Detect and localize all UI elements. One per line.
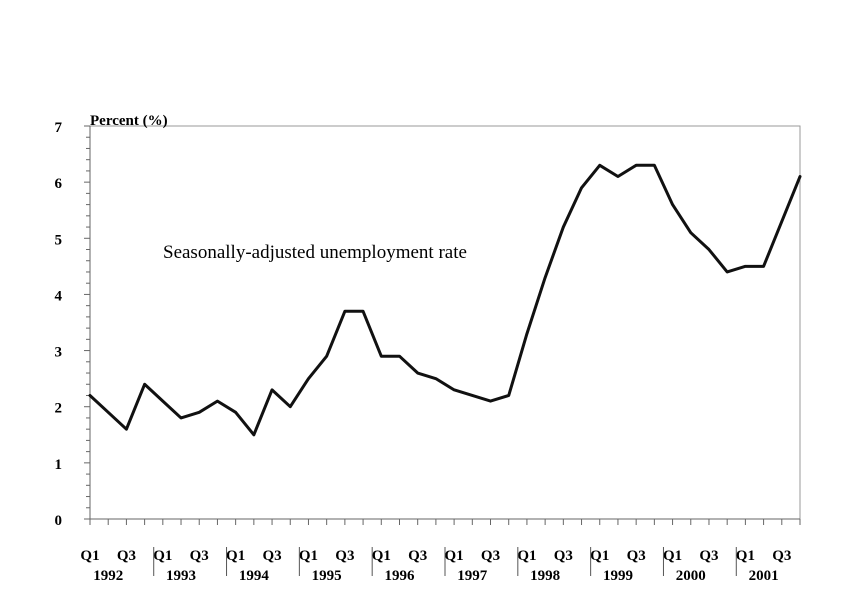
x-quarter-label: Q3 (772, 548, 791, 564)
y-tick-label: 5 (55, 232, 63, 248)
data-point (689, 231, 692, 234)
x-quarter-label: Q3 (699, 548, 718, 564)
data-point (434, 377, 438, 380)
y-tick-label: 4 (55, 288, 63, 304)
data-point (562, 225, 565, 229)
x-quarter-label: Q3 (554, 548, 573, 564)
x-quarter-label: Q1 (517, 548, 536, 564)
data-point (762, 265, 765, 268)
x-quarter-label: Q1 (372, 548, 391, 564)
data-point (216, 399, 219, 403)
x-year-label: 1996 (384, 568, 415, 584)
plot-border (89, 125, 801, 520)
data-point (361, 310, 365, 313)
x-quarter-label: Q1 (445, 548, 464, 564)
x-quarter-label: Q3 (190, 548, 209, 564)
x-quarter-label: Q3 (335, 548, 354, 564)
chart-annotation: Seasonally-adjusted unemployment rate (163, 242, 467, 263)
data-point (107, 411, 110, 414)
x-tick-labels: Q1 Q3 1992 Q1 Q3 1993 Q1 Q3 1994 Q1 Q3 1995 Q1 Q3 1996… (80, 547, 791, 584)
y-tick-label: 0 (55, 513, 63, 529)
series-layer (88, 163, 802, 437)
data-point (289, 405, 292, 408)
x-quarter-label: Q3 (117, 548, 136, 564)
x-year-label: 2000 (676, 568, 706, 584)
x-quarter-label: Q1 (226, 548, 245, 564)
y-tick-label: 6 (55, 176, 63, 192)
unemployment-rate-line (88, 163, 802, 437)
y-tick-label: 7 (55, 120, 63, 136)
data-point (416, 371, 419, 375)
data-point (634, 164, 638, 167)
data-point (525, 332, 529, 335)
x-quarter-label: Q1 (736, 548, 755, 564)
data-point (143, 383, 146, 386)
data-point (179, 416, 183, 420)
data-point (398, 354, 401, 358)
data-point (580, 186, 583, 189)
x-quarter-label: Q1 (590, 548, 609, 564)
data-point (616, 175, 620, 178)
x-year-label: 1994 (239, 568, 270, 584)
data-point (380, 354, 383, 358)
data-point (725, 270, 729, 274)
x-quarter-label: Q1 (663, 548, 682, 564)
data-point (161, 399, 165, 403)
data-point (88, 394, 92, 397)
data-point (471, 394, 474, 397)
plot-frame (89, 125, 801, 520)
data-point (744, 265, 747, 268)
data-point (343, 310, 347, 313)
y-tick-labels: 0 1 2 3 4 5 6 7 (55, 120, 63, 529)
data-point (489, 399, 492, 403)
data-point (452, 388, 456, 392)
x-quarter-label: Q3 (627, 548, 646, 564)
y-tick-label: 3 (55, 345, 63, 361)
axis-ticks (84, 125, 801, 525)
x-year-label: 1995 (312, 568, 342, 584)
data-point (798, 175, 802, 178)
x-year-label: 2001 (749, 568, 779, 584)
x-quarter-label: Q1 (80, 548, 99, 564)
data-point (780, 220, 783, 223)
data-point (307, 377, 310, 380)
x-year-label: 1993 (166, 568, 196, 584)
data-point (125, 427, 128, 431)
data-point (598, 164, 601, 167)
x-year-label: 1998 (530, 568, 560, 584)
x-year-label: 1992 (93, 568, 123, 584)
data-point (543, 276, 547, 279)
data-point (198, 411, 201, 414)
data-point (270, 388, 274, 392)
x-quarter-label: Q1 (299, 548, 318, 564)
x-quarter-label: Q3 (408, 548, 427, 564)
y-axis-title: Percent (%) (90, 113, 168, 129)
data-point (234, 411, 237, 414)
x-year-label: 1997 (457, 568, 488, 584)
data-point (507, 394, 510, 397)
data-point (653, 164, 656, 167)
data-point (325, 354, 328, 358)
x-quarter-label: Q1 (153, 548, 172, 564)
x-year-label: 1999 (603, 568, 633, 584)
y-tick-label: 2 (55, 401, 63, 417)
x-quarter-label: Q3 (262, 548, 281, 564)
data-point (252, 433, 256, 436)
x-quarter-label: Q3 (481, 548, 500, 564)
data-point (707, 248, 711, 251)
y-tick-label: 1 (55, 457, 63, 473)
data-point (671, 203, 674, 206)
